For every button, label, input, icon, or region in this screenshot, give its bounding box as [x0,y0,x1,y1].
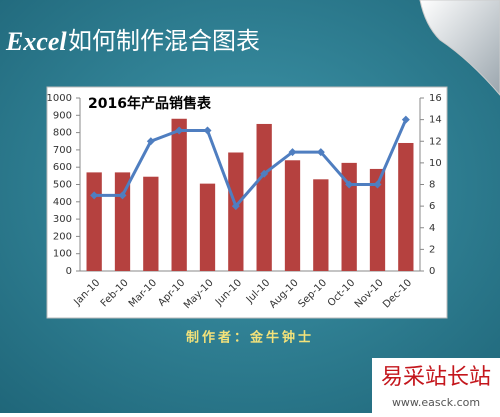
marker [401,115,410,124]
bar [369,168,386,271]
marker [260,169,269,178]
marker [373,180,382,189]
bar [86,172,102,271]
brand: Excel [5,27,67,56]
chart-title: 2016年产品销售表 [88,95,212,112]
y-tick-label: 700 [53,145,72,156]
watermark-name: 易采站长站 [381,365,491,390]
footer: 制作者：金牛钟士 [186,330,314,346]
y-tick-label: 900 [53,110,72,121]
y2-tick-label: 14 [429,115,442,126]
bar [114,172,131,271]
bar [341,162,357,271]
marker [288,148,297,157]
watermark-box [372,358,500,413]
bar [313,179,329,271]
y-tick-label: 600 [53,162,72,173]
y2-tick-label: 0 [429,266,435,277]
bar [171,118,187,271]
bar [284,160,301,271]
y2-tick-label: 2 [429,244,435,255]
y2-tick-label: 6 [429,201,435,212]
y2-tick-label: 16 [429,93,442,104]
y-tick-label: 200 [53,231,72,242]
y2-tick-label: 10 [429,158,442,169]
marker [90,191,99,200]
y-tick-label: 800 [53,128,72,139]
line [94,119,408,210]
marker [203,126,212,135]
y-tick-label: 1000 [47,93,72,104]
marker [146,137,155,146]
y-tick-label: 400 [53,197,72,208]
y-tick-label: 300 [53,214,72,225]
marker [175,126,184,135]
header-title: 如何制作混合图表 [68,27,260,55]
marker [118,191,127,200]
bar [143,176,159,271]
bar [199,183,216,271]
y2-tick-label: 12 [429,136,442,147]
marker [316,148,325,157]
bar [256,123,272,271]
y-tick-label: 500 [53,180,72,191]
marker [345,180,354,189]
y2-tick-label: 4 [429,223,435,234]
y-tick-label: 100 [53,249,72,260]
marker [231,202,240,211]
y-tick-label: 0 [66,266,72,277]
watermark-url: www.easck.com [392,396,480,409]
bar [228,152,244,271]
page-curl [419,0,500,96]
bar [398,142,414,271]
y2-tick-label: 8 [429,180,435,191]
chart-area [46,86,448,319]
